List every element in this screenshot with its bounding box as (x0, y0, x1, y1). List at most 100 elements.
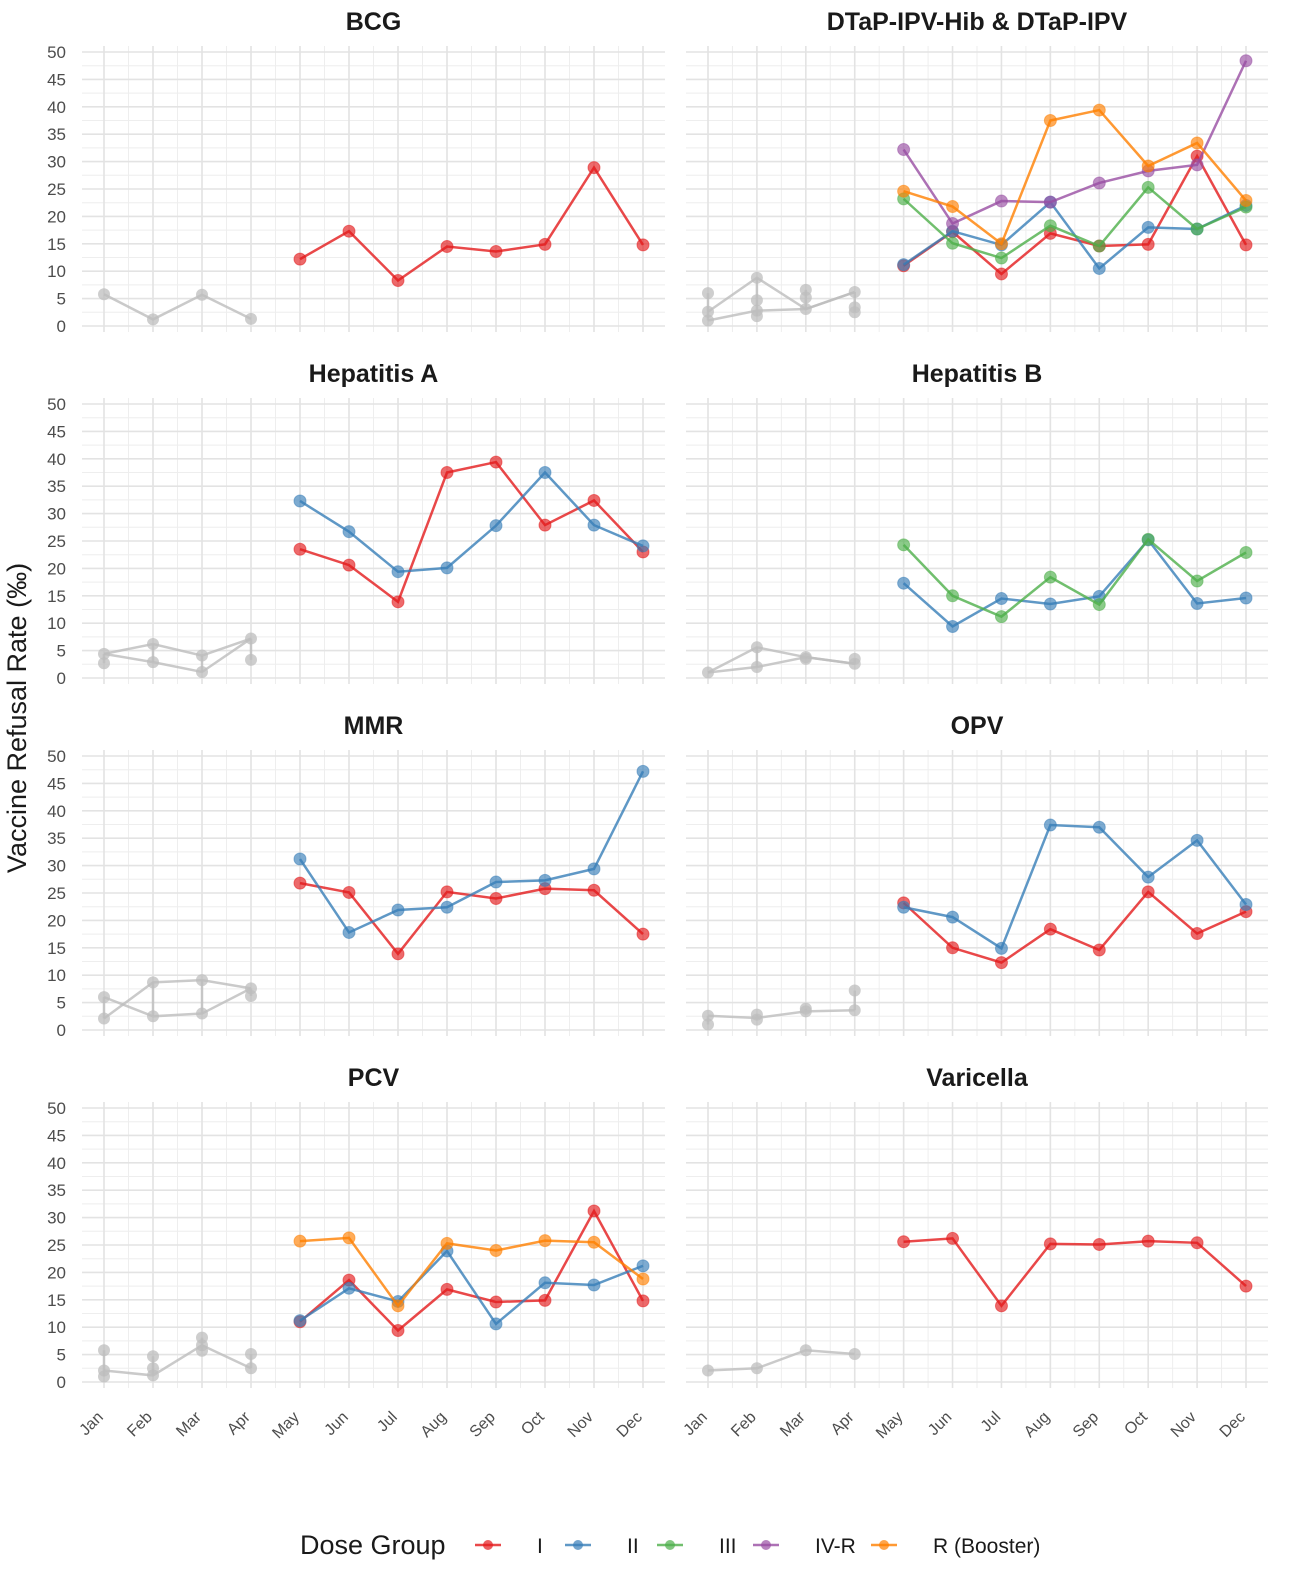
series-i-point (489, 891, 503, 905)
y-tick-label: 5 (57, 290, 66, 309)
early-period-point (750, 641, 763, 654)
series-i-point (1141, 1234, 1155, 1248)
panel-title: OPV (951, 712, 1004, 740)
y-tick-label: 30 (47, 505, 66, 524)
y-tick-label: 35 (47, 477, 66, 496)
y-tick-label: 35 (47, 829, 66, 848)
y-tick-label: 35 (47, 125, 66, 144)
series-r-booster--point (1190, 136, 1204, 150)
y-tick-label: 10 (47, 614, 66, 633)
series-ii-point (1092, 261, 1106, 275)
series-i-point (636, 238, 650, 252)
early-period-point (147, 656, 159, 669)
y-tick-label: 30 (47, 857, 66, 876)
y-axis-label: Vaccine Refusal Rate (‰) (2, 563, 32, 873)
y-tick-label: 0 (57, 1021, 66, 1040)
series-iv-r-line (902, 60, 1248, 226)
series-i-line (299, 1208, 645, 1333)
early-period-point (750, 1362, 763, 1375)
y-tick-label: 45 (47, 422, 66, 441)
x-tick-label: Nov (1168, 1409, 1200, 1441)
y-tick-label: 15 (47, 1291, 66, 1310)
series-ii-point (342, 1281, 356, 1295)
y-tick-label: 45 (47, 774, 66, 793)
panel-hepatitis-a: 0 5 10 15 20 25 30 35 40 45 50 Hepatitis A (47, 360, 665, 688)
series-r-booster--point (587, 1235, 601, 1249)
series-ii-point (293, 1314, 307, 1328)
series-ii-line (299, 470, 644, 573)
y-tick-label: 25 (47, 1236, 66, 1255)
early-period-point (147, 1369, 159, 1382)
series-iii-point (946, 236, 960, 250)
early-period-point (196, 1344, 208, 1357)
y-tick-label: 50 (47, 1099, 66, 1118)
y-tick-label: 0 (57, 317, 66, 336)
series-i-point (1141, 885, 1155, 899)
series-iv-r-point (946, 217, 960, 231)
panel-title: PCV (348, 1064, 400, 1092)
x-tick-label: Sep (467, 1409, 499, 1441)
panel-title: Hepatitis B (912, 360, 1043, 388)
early-period-point (147, 313, 159, 326)
legend-key-point (665, 1540, 675, 1550)
y-tick-label: 30 (47, 153, 66, 172)
early-period-line (707, 290, 856, 322)
series-ii-point (293, 852, 307, 866)
series-r-booster--point (538, 1234, 552, 1248)
early-period-point (848, 984, 861, 997)
series-iii-point (946, 589, 960, 603)
series-ii-point (636, 539, 650, 553)
legend-label: R (Booster) (933, 1535, 1040, 1558)
panel-bcg: 0 5 10 15 20 25 30 35 40 45 50 BCG (47, 8, 665, 336)
series-iii-point (1190, 574, 1204, 588)
legend-title: Dose Group (300, 1530, 446, 1560)
panel-mmr: 0 5 10 15 20 25 30 35 40 45 50 MMR (47, 712, 665, 1040)
series-iv-r-point (1043, 195, 1057, 209)
series-i-point (293, 876, 307, 890)
series-ii-point (587, 1278, 601, 1292)
series-ii-point (489, 1317, 503, 1331)
legend-key-point (573, 1540, 583, 1550)
legend-label: IV-R (815, 1535, 856, 1558)
early-period-point (98, 288, 110, 301)
panel-dtap-ipv-hib-dtap-ipv: DTaP-IPV-Hib & DTaP-IPV (686, 8, 1268, 332)
series-i-point (538, 518, 552, 532)
series-r-booster--point (1141, 159, 1155, 173)
series-iv-r-point (1239, 54, 1253, 68)
early-period-point (750, 1013, 763, 1026)
y-tick-label: 45 (47, 1126, 66, 1145)
series-i-point (342, 224, 356, 238)
series-r-booster--point (946, 200, 960, 214)
early-period-point (702, 1364, 714, 1377)
series-iv-r-point (994, 194, 1008, 208)
series-r-booster--point (636, 1272, 650, 1286)
x-tick-label: Apr (224, 1408, 254, 1438)
early-period-point (750, 310, 763, 323)
series-i-point (489, 455, 503, 469)
series-i-point (1190, 1236, 1204, 1250)
series-i-point (342, 558, 356, 572)
series-r-booster--point (489, 1243, 503, 1257)
early-period-point (147, 1010, 159, 1023)
x-tick-label: Jan (77, 1409, 107, 1439)
legend-label: II (627, 1535, 639, 1558)
series-ii-point (1190, 596, 1204, 610)
series-i-point (1239, 238, 1253, 252)
y-tick-label: 50 (47, 747, 66, 766)
early-period-line (707, 1009, 855, 1020)
early-period-point (98, 647, 110, 660)
y-tick-label: 5 (57, 1346, 66, 1365)
series-ii-point (1239, 591, 1253, 605)
panel-title: Hepatitis A (309, 360, 439, 388)
early-period-point (799, 1344, 812, 1357)
x-tick-label: Dec (614, 1409, 646, 1441)
x-tick-label: Jun (925, 1409, 955, 1439)
series-ii-point (1043, 597, 1057, 611)
legend-item-iii: III (657, 1535, 737, 1558)
y-tick-label: 45 (47, 70, 66, 89)
series-ii-point (1092, 820, 1106, 834)
series-ii-point (1190, 833, 1204, 847)
y-tick-label: 10 (47, 966, 66, 985)
